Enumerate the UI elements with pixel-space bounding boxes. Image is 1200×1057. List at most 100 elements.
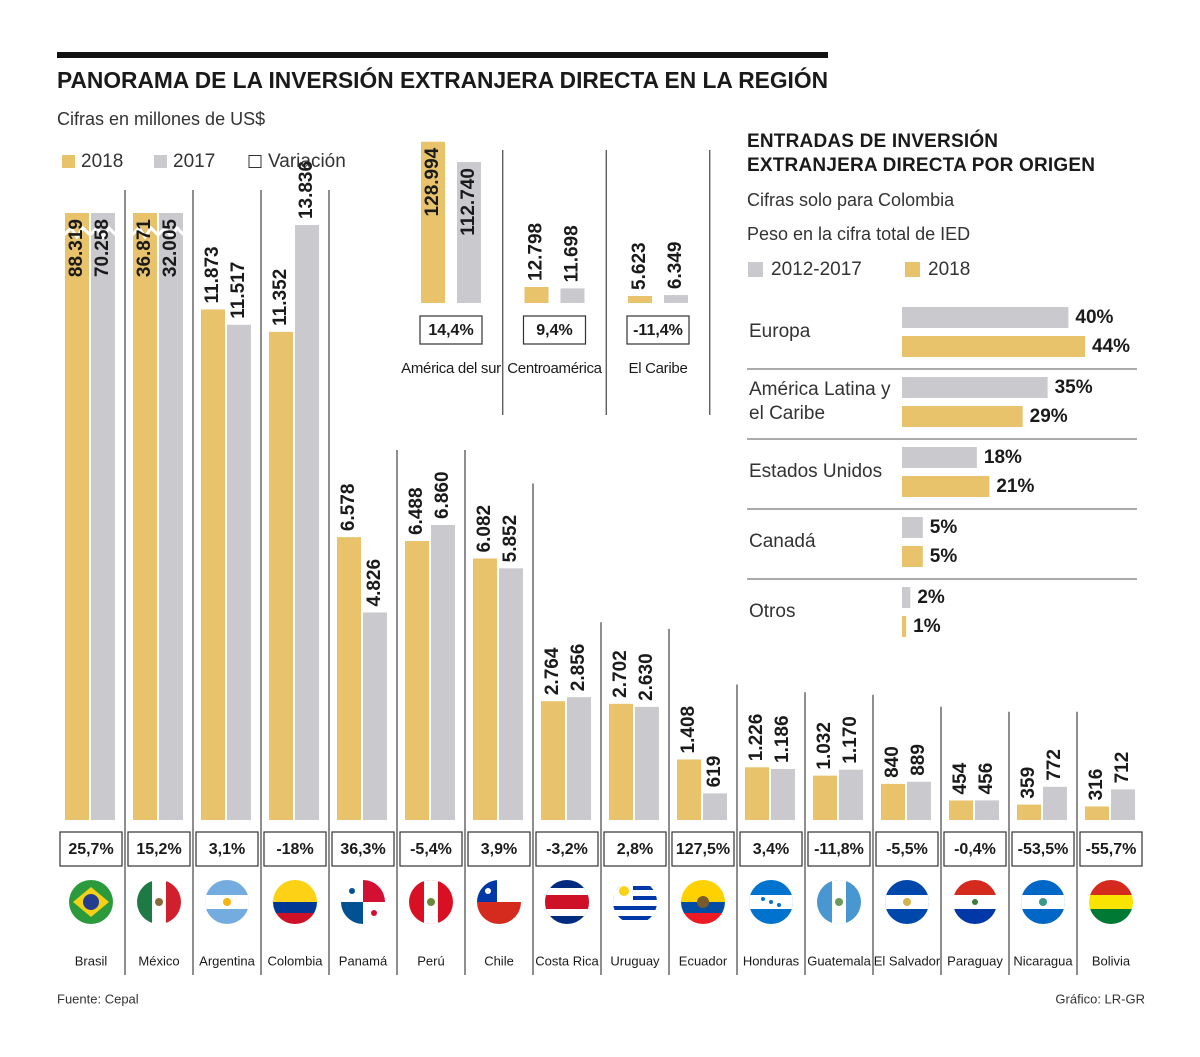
- flag-chile: [477, 880, 521, 924]
- x-tick-label: Centroamérica: [507, 360, 602, 377]
- value-label: 44%: [1092, 336, 1130, 357]
- legend-swatch: [248, 155, 262, 168]
- value-label: 36.871: [134, 219, 155, 278]
- axis-break: [62, 225, 92, 240]
- value-label: 6.082: [474, 505, 495, 553]
- value-label: 70.258: [92, 219, 113, 277]
- variation-box: [603, 831, 667, 867]
- x-tick-label: México: [138, 953, 179, 968]
- variation-box: [522, 315, 587, 345]
- flag-part: [953, 909, 997, 924]
- flag-part: [1089, 895, 1133, 909]
- value-label: 1.186: [772, 715, 793, 763]
- legend-label: Variación: [268, 151, 346, 172]
- bar: [541, 701, 565, 820]
- legend-label: 2018: [81, 151, 123, 172]
- value-label: 359: [1018, 767, 1039, 799]
- flag-bolivia: [1089, 880, 1133, 924]
- chart-title: PANORAMA DE LA INVERSIÓN EXTRANJERA DIRE…: [57, 66, 828, 93]
- variation-box: [1079, 831, 1143, 867]
- bar: [91, 213, 115, 820]
- flag-nicaragua: [1021, 880, 1065, 924]
- flag-part: [485, 888, 491, 894]
- value-label: 32.005: [160, 219, 181, 278]
- bar: [560, 288, 585, 303]
- value-label: 1.032: [814, 722, 835, 770]
- flag-ecuador: [681, 880, 725, 924]
- flag-honduras: [749, 880, 793, 924]
- value-label: 6.860: [432, 471, 453, 519]
- x-tick-label: Costa Rica: [535, 953, 599, 968]
- flag-part: [613, 896, 657, 900]
- flag-part: [371, 910, 377, 916]
- variation-box: [875, 831, 939, 867]
- bar: [457, 162, 481, 303]
- flag-part: [953, 880, 997, 895]
- value-label: 772: [1044, 749, 1065, 781]
- x-tick-label: Brasil: [75, 953, 108, 968]
- bar: [269, 331, 293, 820]
- bar: [295, 225, 319, 820]
- variation-label: 9,4%: [536, 322, 572, 339]
- flag-brasil: [69, 880, 113, 924]
- bar: [1085, 806, 1109, 820]
- value-label: 619: [704, 756, 725, 788]
- flag-costa-rica: [545, 880, 589, 924]
- value-label: 6.578: [338, 484, 359, 532]
- flag-part: [613, 906, 657, 910]
- flag-part: [613, 916, 657, 920]
- y-tick-label: Canadá: [749, 531, 816, 553]
- variation-label: -55,7%: [1086, 841, 1137, 858]
- variation-label: -18%: [276, 841, 313, 858]
- flag-part: [427, 898, 435, 906]
- variation-box: [671, 831, 735, 867]
- bar: [902, 587, 911, 608]
- value-label: 889: [908, 744, 929, 776]
- flag-part: [477, 902, 521, 924]
- variation-box: [127, 831, 191, 867]
- subtitle: Cifras solo para Colombia: [747, 190, 955, 210]
- bar: [902, 517, 923, 538]
- x-tick-label: Ecuador: [679, 953, 728, 968]
- legend-swatch: [905, 262, 920, 277]
- flag-part: [903, 898, 911, 906]
- x-tick-label: Perú: [417, 953, 444, 968]
- variation-label: -53,5%: [1018, 841, 1069, 858]
- bar: [337, 537, 361, 820]
- bar: [902, 476, 990, 497]
- legend-swatch: [62, 155, 75, 168]
- variation-label: -11,4%: [633, 322, 683, 339]
- y-tick-label: América Latina y el Caribe: [749, 379, 891, 424]
- x-tick-label: Colombia: [268, 953, 324, 968]
- value-label: 6.349: [665, 242, 686, 290]
- legend-swatch: [154, 155, 167, 168]
- axis-break: [88, 225, 118, 240]
- axis-break: [156, 225, 186, 240]
- value-label: 1.408: [678, 706, 699, 754]
- bar: [677, 759, 701, 820]
- flag-part: [777, 903, 781, 907]
- bar: [567, 697, 591, 820]
- variation-label: 15,2%: [136, 841, 181, 858]
- variation-label: -3,2%: [546, 841, 588, 858]
- flag-guatemala: [817, 880, 861, 924]
- bar: [902, 336, 1086, 357]
- bar: [524, 287, 549, 303]
- flag-part: [223, 898, 231, 906]
- bar: [975, 800, 999, 820]
- x-tick-label: Bolivia: [1092, 953, 1131, 968]
- bar: [902, 377, 1048, 398]
- variation-label: 2,8%: [617, 841, 653, 858]
- flag-mexico: [137, 880, 181, 924]
- x-tick-label: Chile: [484, 953, 514, 968]
- bar: [431, 525, 455, 820]
- variation-label: 127,5%: [676, 841, 730, 858]
- y-tick-label: Otros: [749, 601, 796, 623]
- value-label: 5.852: [500, 515, 521, 563]
- variation-label: 25,7%: [68, 841, 113, 858]
- variation-box: [807, 831, 871, 867]
- value-label: 5%: [930, 517, 958, 538]
- flag-part: [273, 880, 317, 902]
